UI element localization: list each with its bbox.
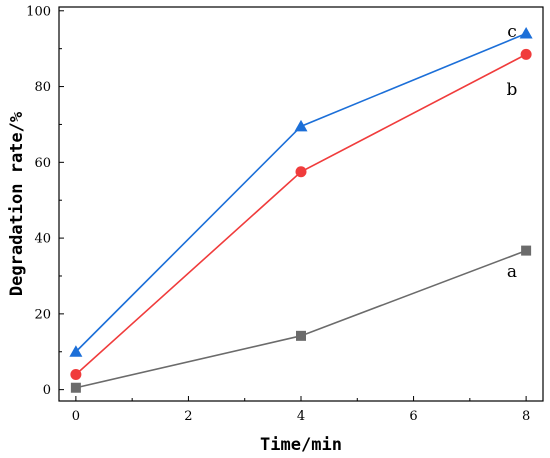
data-point-b: [295, 166, 307, 178]
data-point-c: [519, 27, 533, 39]
series-label-b: b: [507, 80, 518, 100]
data-point-a: [521, 245, 532, 256]
series-line-b: [75, 53, 527, 376]
data-point-c: [294, 119, 308, 132]
series-line-a: [75, 249, 527, 389]
y-tick-label: 0: [43, 383, 51, 398]
data-point-a: [296, 330, 306, 341]
x-axis-title: Time/min: [260, 435, 342, 455]
x-tick-label: 4: [297, 409, 305, 424]
x-tick-label: 2: [184, 409, 192, 424]
data-point-b: [520, 48, 532, 60]
x-tick-label: 0: [72, 409, 80, 424]
y-tick-label: 80: [34, 80, 51, 95]
series-layer: [69, 27, 533, 393]
x-tick-label: 6: [409, 409, 417, 424]
y-axis-title: Degradation rate/%: [7, 111, 27, 296]
series-line-c: [75, 32, 527, 353]
series-label-c: c: [507, 22, 517, 42]
y-tick-label: 60: [34, 156, 51, 171]
y-tick-label: 100: [26, 4, 51, 19]
data-point-b: [70, 368, 82, 380]
series-label-a: a: [507, 262, 517, 282]
x-tick-label: 8: [522, 409, 530, 424]
plot-frame: [58, 6, 544, 402]
y-tick-label: 40: [34, 232, 51, 247]
data-point-a: [70, 382, 81, 393]
y-tick-label: 20: [34, 307, 51, 322]
data-point-c: [69, 345, 83, 357]
